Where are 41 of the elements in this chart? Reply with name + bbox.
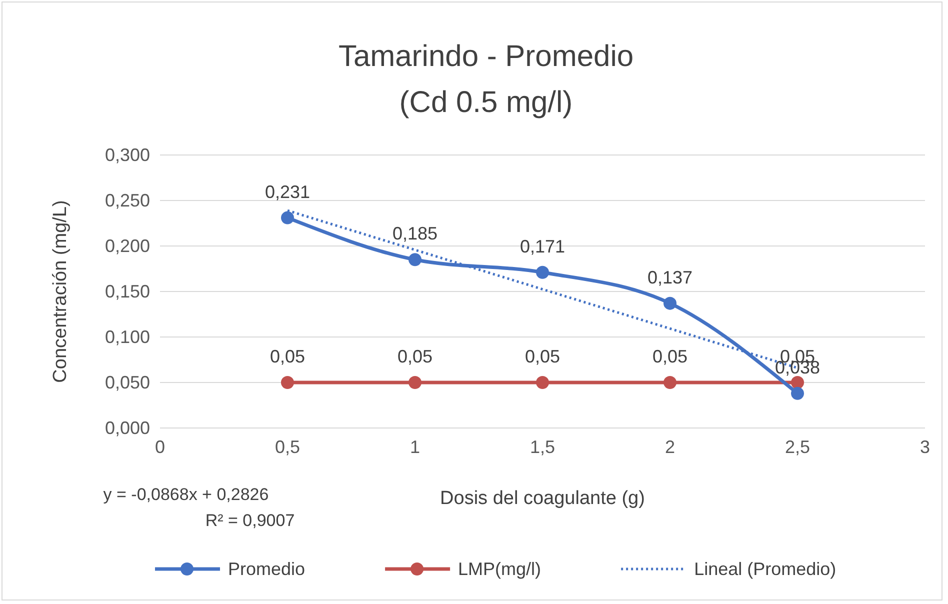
x-tick-label: 1,5 xyxy=(530,436,556,457)
data-label: 0,171 xyxy=(520,236,566,256)
data-label: 0,185 xyxy=(392,224,438,244)
y-tick-label: 0,150 xyxy=(104,281,150,302)
data-label: 0,05 xyxy=(270,346,306,366)
point xyxy=(791,386,804,400)
point xyxy=(664,376,676,389)
point xyxy=(536,266,549,279)
point xyxy=(408,253,422,266)
x-tick-label: 0 xyxy=(154,436,166,457)
point xyxy=(536,376,549,389)
point xyxy=(281,211,294,224)
data-label: 0,05 xyxy=(524,346,560,366)
x-tick-label: 0,5 xyxy=(274,436,300,457)
y-tick-label: 0,300 xyxy=(104,144,150,165)
y-tick-label: 0,000 xyxy=(104,418,150,438)
data-label: 0,137 xyxy=(647,267,693,288)
legend-label: Promedio xyxy=(228,559,306,579)
chart-subtitle: (Cd 0.5 mg/l) xyxy=(399,86,573,119)
text: y = -0,0868x + 0,2826 xyxy=(103,485,269,504)
point xyxy=(408,376,422,389)
y-tick-label: 0,050 xyxy=(104,372,150,392)
data-label: 0,05 xyxy=(397,346,433,366)
x-axis-title: Dosis del coagulante (g) xyxy=(440,488,645,509)
y-axis-title: Concentración (mg/L) xyxy=(50,200,71,383)
point xyxy=(664,296,676,310)
point xyxy=(791,376,804,389)
y-tick-label: 0,200 xyxy=(104,236,150,256)
data-label: 0,05 xyxy=(652,346,688,366)
x-tick-label: 2,5 xyxy=(784,436,810,457)
legend-label: LMP(mg/l) xyxy=(458,559,542,579)
y-tick-label: 0,100 xyxy=(104,326,150,347)
x-tick-label: 3 xyxy=(920,436,930,457)
chart-title: Tamarindo - Promedio xyxy=(338,40,634,73)
legend-label: Lineal (Promedio) xyxy=(694,559,836,579)
point xyxy=(281,376,294,389)
data-label: 0,231 xyxy=(264,182,310,202)
x-tick-label: 2 xyxy=(664,436,676,457)
y-tick-label: 0,250 xyxy=(104,190,150,210)
text: R² = 0,9007 xyxy=(205,511,295,530)
x-tick-label: 1 xyxy=(410,436,420,457)
